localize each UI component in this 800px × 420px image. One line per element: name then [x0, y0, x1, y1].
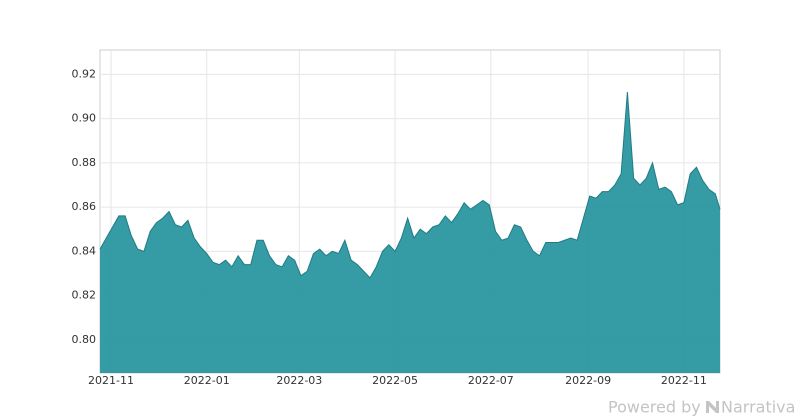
- area: [100, 92, 720, 373]
- y-tick-label: 0.88: [72, 156, 97, 169]
- y-tick-label: 0.90: [72, 112, 97, 125]
- y-tick-label: 0.92: [72, 67, 97, 80]
- x-tick-label: 2022-07: [468, 374, 514, 387]
- y-tick-label: 0.82: [72, 289, 97, 302]
- y-tick-label: 0.84: [72, 244, 97, 257]
- credit-prefix: Powered by: [608, 398, 701, 417]
- x-tick-label: 2021-11: [88, 374, 134, 387]
- marks: [99, 91, 721, 373]
- x-tick-label: 2022-01: [184, 374, 230, 387]
- labels: 0.80 0.82 0.84 0.86 0.88 0.90 0.92 2021-11 2022-…: [72, 67, 707, 387]
- x-tick-label: 2022-09: [565, 374, 611, 387]
- x-tick-label: 2022-11: [661, 374, 707, 387]
- y-tick-label: 0.86: [72, 200, 97, 213]
- brand-logo: [706, 401, 719, 413]
- x-tick-label: 2022-05: [372, 374, 418, 387]
- line: [99, 91, 721, 279]
- x-tick-label: 2022-03: [276, 374, 322, 387]
- credit-brand: Narrativa: [721, 398, 795, 417]
- y-tick-label: 0.80: [72, 333, 97, 346]
